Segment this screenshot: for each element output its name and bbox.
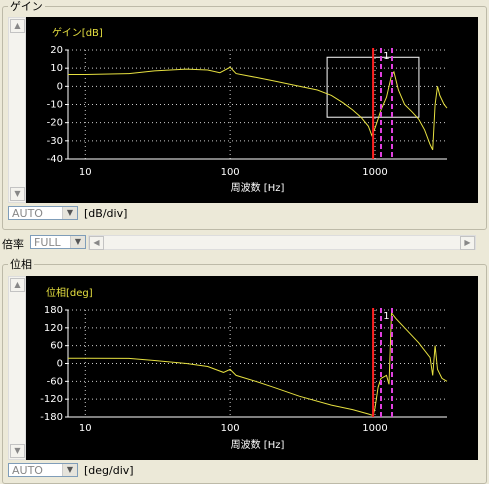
scroll-up[interactable]: ▲: [10, 278, 25, 292]
y-tick-label: -180: [40, 412, 63, 423]
gain-group-label: ゲイン: [8, 0, 45, 13]
scroll-down[interactable]: ▼: [10, 187, 25, 201]
zoom-label: 倍率: [2, 238, 24, 251]
x-tick-label: 1000: [362, 423, 387, 434]
phase-group-label: 位相: [8, 258, 34, 271]
gain-vscroll[interactable]: ▲ ▼: [8, 17, 26, 203]
chart-title: 位相[deg]: [46, 286, 93, 299]
dropdown-button[interactable]: ▼: [70, 236, 85, 248]
x-tick-label: 10: [79, 167, 92, 178]
select-text: FULL: [34, 236, 61, 249]
y-tick-label: 60: [50, 341, 63, 352]
y-tick-label: 0: [57, 359, 63, 370]
zoom-hscroll[interactable]: ◀ ▶: [88, 235, 476, 250]
y-tick-label: -20: [47, 118, 63, 129]
y-tick-label: 120: [44, 323, 63, 334]
dropdown-button[interactable]: ▼: [62, 207, 77, 219]
y-tick-label: -120: [40, 394, 63, 405]
y-tick-label: -10: [47, 100, 63, 111]
phase-vscroll[interactable]: ▲ ▼: [8, 276, 26, 460]
y-tick-label: 20: [50, 45, 63, 56]
x-tick-label: 1000: [362, 167, 387, 178]
scroll-down[interactable]: ▼: [10, 444, 25, 458]
select-text: AUTO: [12, 207, 43, 220]
scroll-right[interactable]: ▶: [460, 236, 475, 250]
x-tick-label: 100: [221, 423, 240, 434]
data-line: [68, 311, 448, 417]
scroll-up[interactable]: ▲: [10, 19, 25, 33]
y-tick-label: -40: [47, 154, 63, 165]
y-tick-label: -60: [47, 376, 63, 387]
chart-title: ゲイン[dB]: [52, 27, 103, 39]
y-tick-label: 180: [44, 305, 63, 316]
phase-unit-label: [deg/div]: [84, 464, 134, 477]
marker-label: 1: [383, 311, 389, 322]
x-tick-label: 10: [79, 423, 92, 434]
phase-scale-select[interactable]: AUTO ▼: [8, 463, 78, 477]
gain-scale-select[interactable]: AUTO ▼: [8, 206, 78, 220]
x-axis-label: 周波数 [Hz]: [231, 438, 285, 451]
x-axis-label: 周波数 [Hz]: [231, 181, 285, 194]
gain-unit-label: [dB/div]: [84, 207, 128, 220]
select-text: AUTO: [12, 464, 43, 477]
marker-label: 1: [383, 51, 389, 62]
dropdown-button[interactable]: ▼: [62, 464, 77, 476]
y-tick-label: 10: [50, 63, 63, 74]
y-tick-label: -30: [47, 136, 63, 147]
y-tick-label: 0: [57, 81, 63, 92]
gain-group: [2, 6, 487, 230]
phase-chart: 位相[deg] 周波数 [Hz] 180 120 60 0 -60 -120 -180 10 100…: [26, 276, 478, 460]
x-tick-label: 100: [221, 167, 240, 178]
zoom-select[interactable]: FULL ▼: [30, 235, 86, 249]
data-line: [68, 66, 448, 151]
scroll-left[interactable]: ◀: [89, 236, 104, 250]
